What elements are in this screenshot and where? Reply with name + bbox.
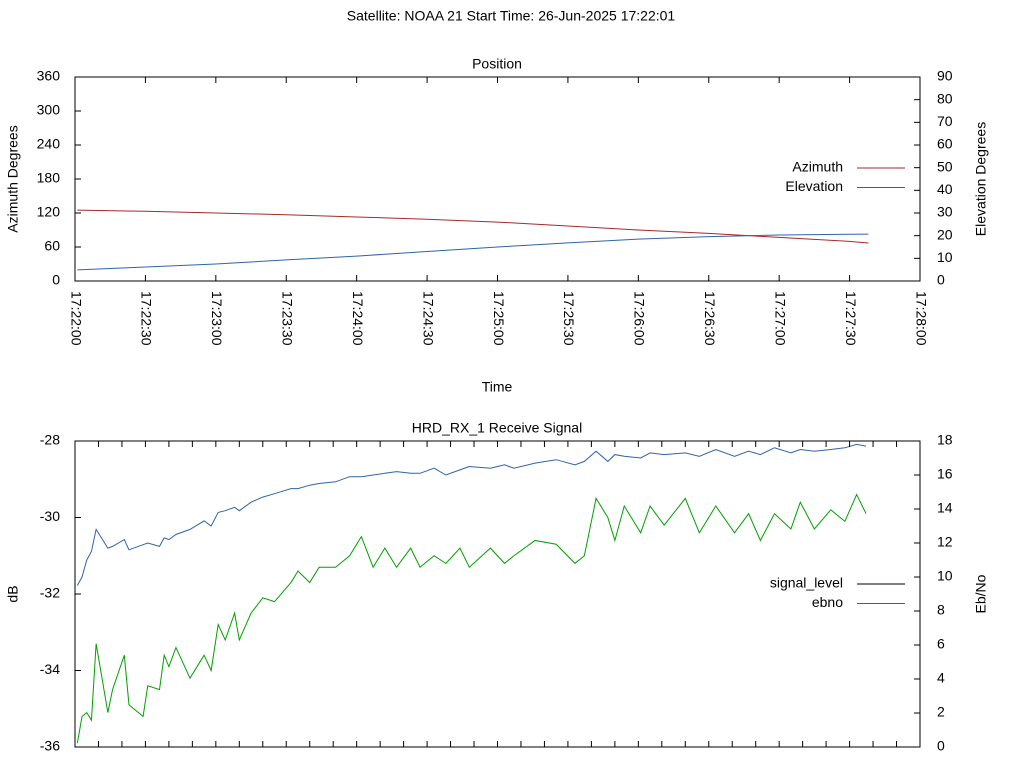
y2-tick-label: 8 [937,602,945,618]
legend-label: Azimuth [792,159,843,175]
y-tick-label: 60 [44,238,60,254]
y-axis-label: dB [5,585,21,602]
y-tick-label: -34 [40,661,60,677]
legend-label: signal_level [770,575,843,591]
y2-tick-label: 50 [937,158,953,174]
chart-title: Position [472,56,522,72]
y-tick-label: 240 [37,136,61,152]
y2-tick-label: 90 [937,68,953,84]
data-line [77,233,869,271]
y-tick-label: -30 [40,508,60,524]
x-tick-label: 17:24:00 [350,291,366,346]
x-tick-label: 17:23:00 [209,291,225,346]
y2-tick-label: 40 [937,181,953,197]
y-tick-label: -36 [40,738,60,754]
x-tick-label: 17:26:00 [632,291,648,346]
y2-tick-label: 60 [937,136,953,152]
page-title: Satellite: NOAA 21 Start Time: 26-Jun-20… [347,8,676,24]
y-tick-label: 360 [37,68,61,84]
x-tick-label: 17:24:30 [420,291,436,346]
y-tick-label: 300 [37,102,61,118]
data-line [76,443,867,586]
chart-title: HRD_RX_1 Receive Signal [412,420,582,436]
legend-label: ebno [812,594,843,610]
y2-tick-label: 0 [937,272,945,288]
x-tick-label: 17:27:00 [772,291,788,346]
y-tick-label: -32 [40,585,60,601]
x-tick-label: 17:22:30 [139,291,155,346]
y2-tick-label: 20 [937,226,953,242]
x-tick-label: 17:27:30 [843,291,859,346]
y2-tick-label: 80 [937,90,953,106]
legend-label: Elevation [785,178,843,194]
x-tick-label: 17:26:30 [702,291,718,346]
y2-tick-label: 6 [937,636,945,652]
y2-tick-label: 14 [937,500,953,516]
y2-tick-label: 10 [937,568,953,584]
x-axis-label: Time [482,379,513,395]
y-tick-label: 0 [52,272,60,288]
y2-tick-label: 18 [937,432,953,448]
x-tick-label: 17:25:30 [561,291,577,346]
y2-tick-label: 2 [937,704,945,720]
y2-tick-label: 12 [937,534,953,550]
y2-tick-label: 4 [937,670,945,686]
y-axis-label: Azimuth Degrees [5,125,21,232]
y2-tick-label: 16 [937,466,953,482]
x-tick-label: 17:23:30 [280,291,296,346]
data-line [76,493,867,744]
y2-tick-label: 70 [937,113,953,129]
x-tick-label: 17:25:00 [491,291,507,346]
plot-border [74,440,921,748]
x-tick-label: 17:22:00 [68,291,84,346]
y-tick-label: 120 [37,204,61,220]
y2-tick-label: 0 [937,738,945,754]
data-line [77,209,869,244]
y2-axis-label: Eb/No [973,574,989,613]
y2-tick-label: 30 [937,204,953,220]
x-tick-label: 17:28:00 [913,291,929,346]
y2-tick-label: 10 [937,249,953,265]
y2-axis-label: Elevation Degrees [973,122,989,236]
y-tick-label: 180 [37,170,61,186]
y-tick-label: -28 [40,432,60,448]
